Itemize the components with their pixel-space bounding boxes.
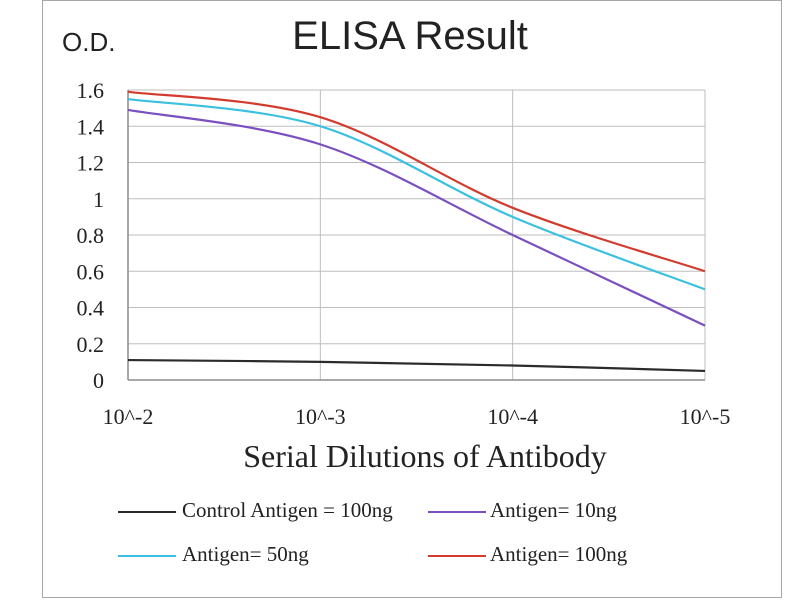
series-line-1 xyxy=(127,108,706,327)
y-tick-label: 0 xyxy=(93,368,104,393)
legend-label: Control Antigen = 100ng xyxy=(182,498,393,522)
y-tick-label: 0.6 xyxy=(77,259,105,284)
y-tick-label: 1.4 xyxy=(77,114,105,139)
x-tick-label: 10^-2 xyxy=(103,404,154,429)
series-line-0 xyxy=(127,358,706,373)
y-tick-label: 1.2 xyxy=(77,151,105,176)
legend-label: Antigen= 10ng xyxy=(490,498,617,522)
legend-label: Antigen= 100ng xyxy=(490,542,628,566)
x-axis-label: Serial Dilutions of Antibody xyxy=(243,438,607,474)
y-tick-label: 1 xyxy=(93,187,104,212)
legend-label: Antigen= 50ng xyxy=(182,542,309,566)
x-tick-label: 10^-3 xyxy=(295,404,346,429)
x-tick-label: 10^-4 xyxy=(487,404,538,429)
legend-swatch xyxy=(118,511,176,513)
y-tick-label: 0.8 xyxy=(77,223,105,248)
legend-swatch xyxy=(428,511,486,513)
chart-frame xyxy=(42,0,782,598)
series-line-3 xyxy=(127,90,706,273)
legend-swatch xyxy=(428,555,486,557)
y-tick-label: 0.4 xyxy=(77,296,105,321)
legend-swatch xyxy=(118,555,176,557)
x-tick-label: 10^-5 xyxy=(680,404,731,429)
series-line-2 xyxy=(127,97,706,291)
y-tick-label: 0.2 xyxy=(77,332,105,357)
y-tick-label: 1.6 xyxy=(77,78,105,103)
chart-title: ELISA Result xyxy=(292,14,528,58)
y-axis-label: O.D. xyxy=(62,27,116,57)
